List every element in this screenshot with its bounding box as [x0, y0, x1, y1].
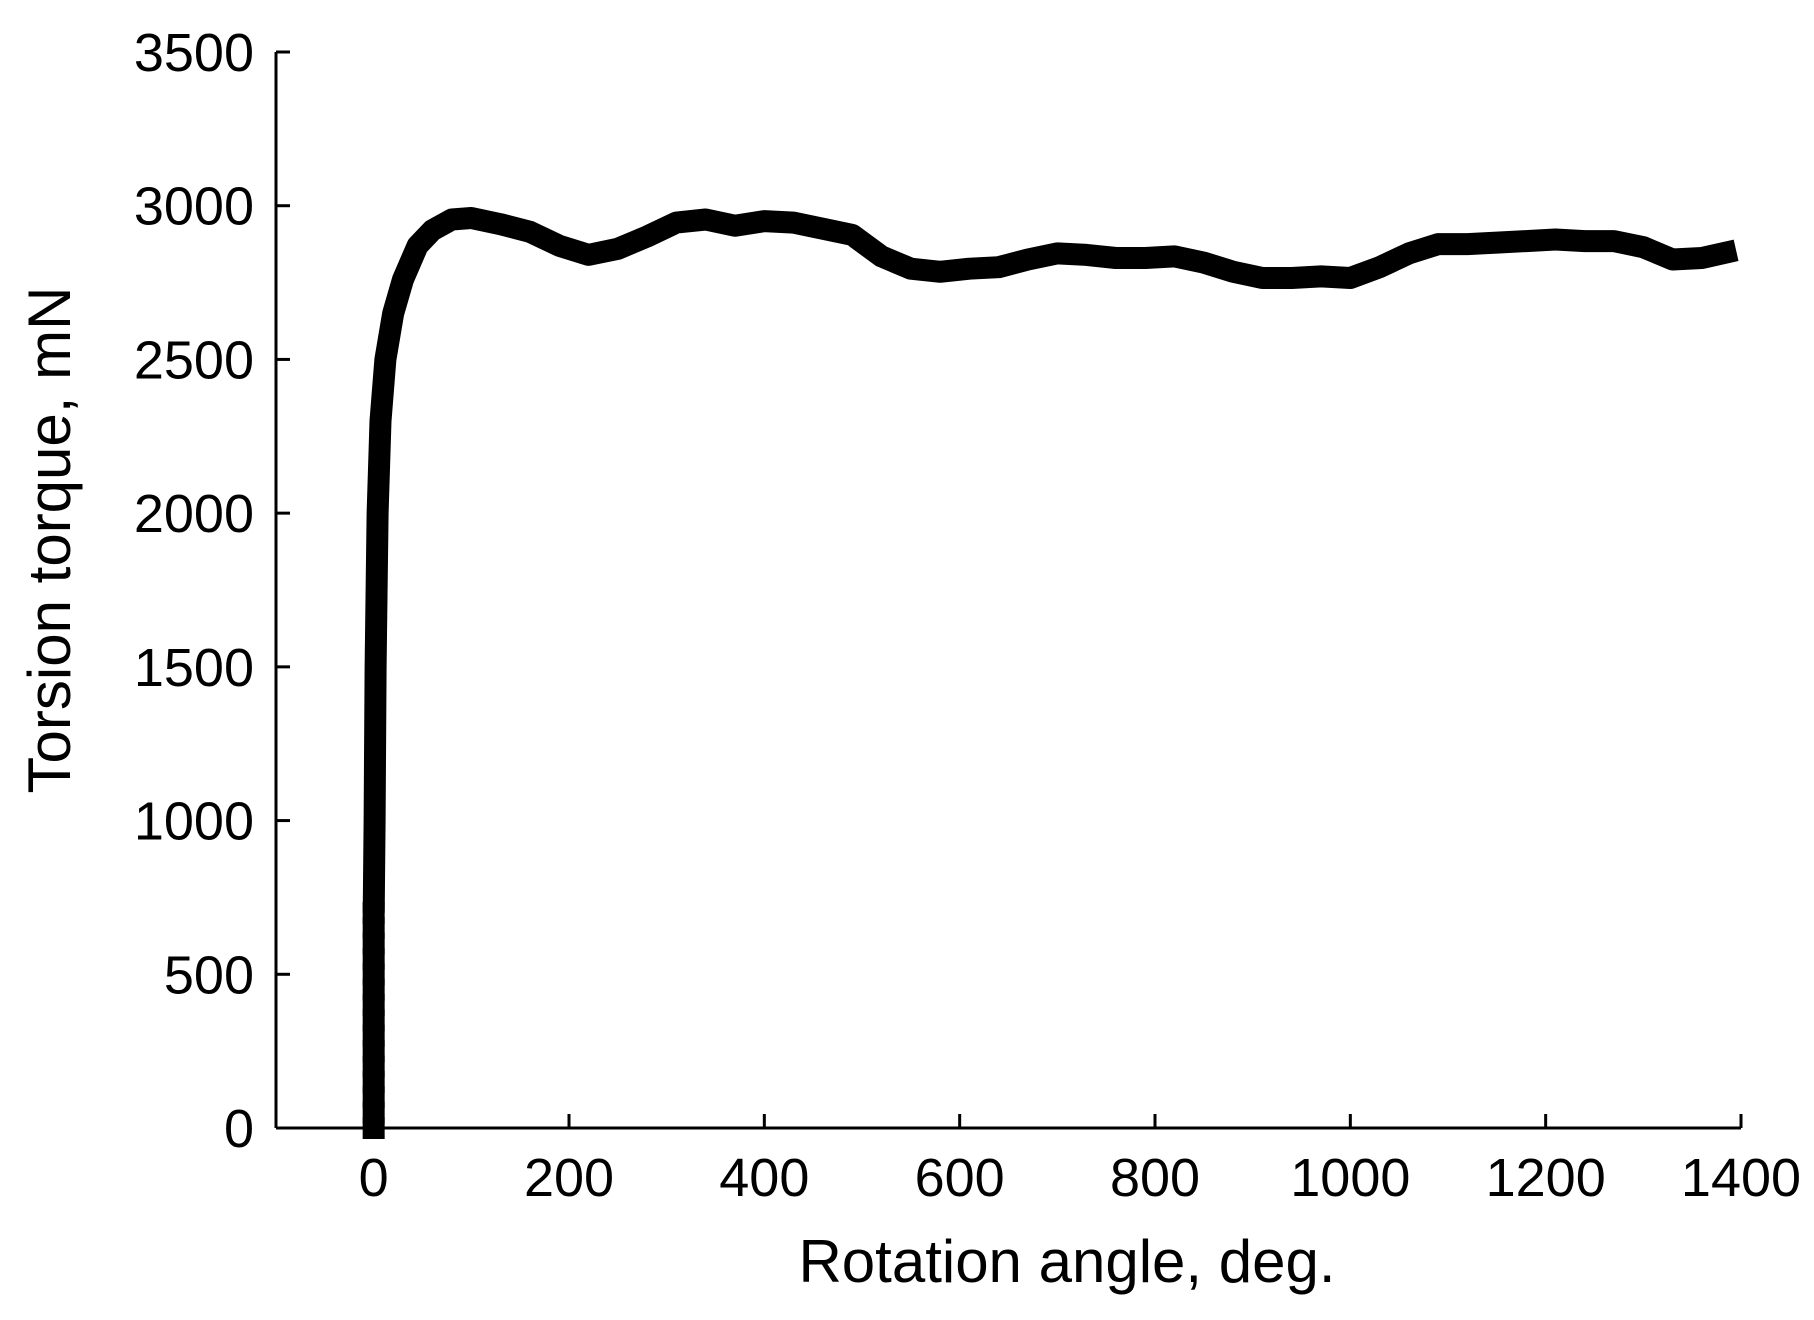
x-tick-label: 1200 [1486, 1148, 1606, 1208]
y-tick-label: 2500 [134, 330, 254, 390]
x-tick-label: 400 [719, 1148, 809, 1208]
series-line [362, 207, 1739, 913]
x-axis-title: Rotation angle, deg. [798, 1228, 1335, 1295]
y-ticks: 0 500 1000 1500 2000 2500 3000 3500 [134, 23, 290, 1159]
y-tick-label: 3000 [134, 177, 254, 237]
x-tick-label: 1000 [1290, 1148, 1410, 1208]
y-tick-label: 0 [224, 1099, 254, 1159]
y-tick-label: 2000 [134, 484, 254, 544]
x-ticks: 0 200 400 600 800 1000 1200 1400 [359, 1114, 1801, 1208]
y-tick-label: 3500 [134, 23, 254, 83]
x-tick-label: 1400 [1681, 1148, 1801, 1208]
y-tick-label: 500 [164, 945, 254, 1005]
x-tick-label: 800 [1110, 1148, 1200, 1208]
y-axis-title: Torsion torque, mN [16, 287, 83, 794]
y-tick-label: 1000 [134, 792, 254, 852]
y-tick-label: 1500 [134, 638, 254, 698]
axes [274, 52, 1741, 1130]
x-tick-label: 0 [359, 1148, 389, 1208]
plot-area [362, 207, 1739, 1139]
x-tick-label: 600 [915, 1148, 1005, 1208]
x-tick-label: 200 [524, 1148, 614, 1208]
